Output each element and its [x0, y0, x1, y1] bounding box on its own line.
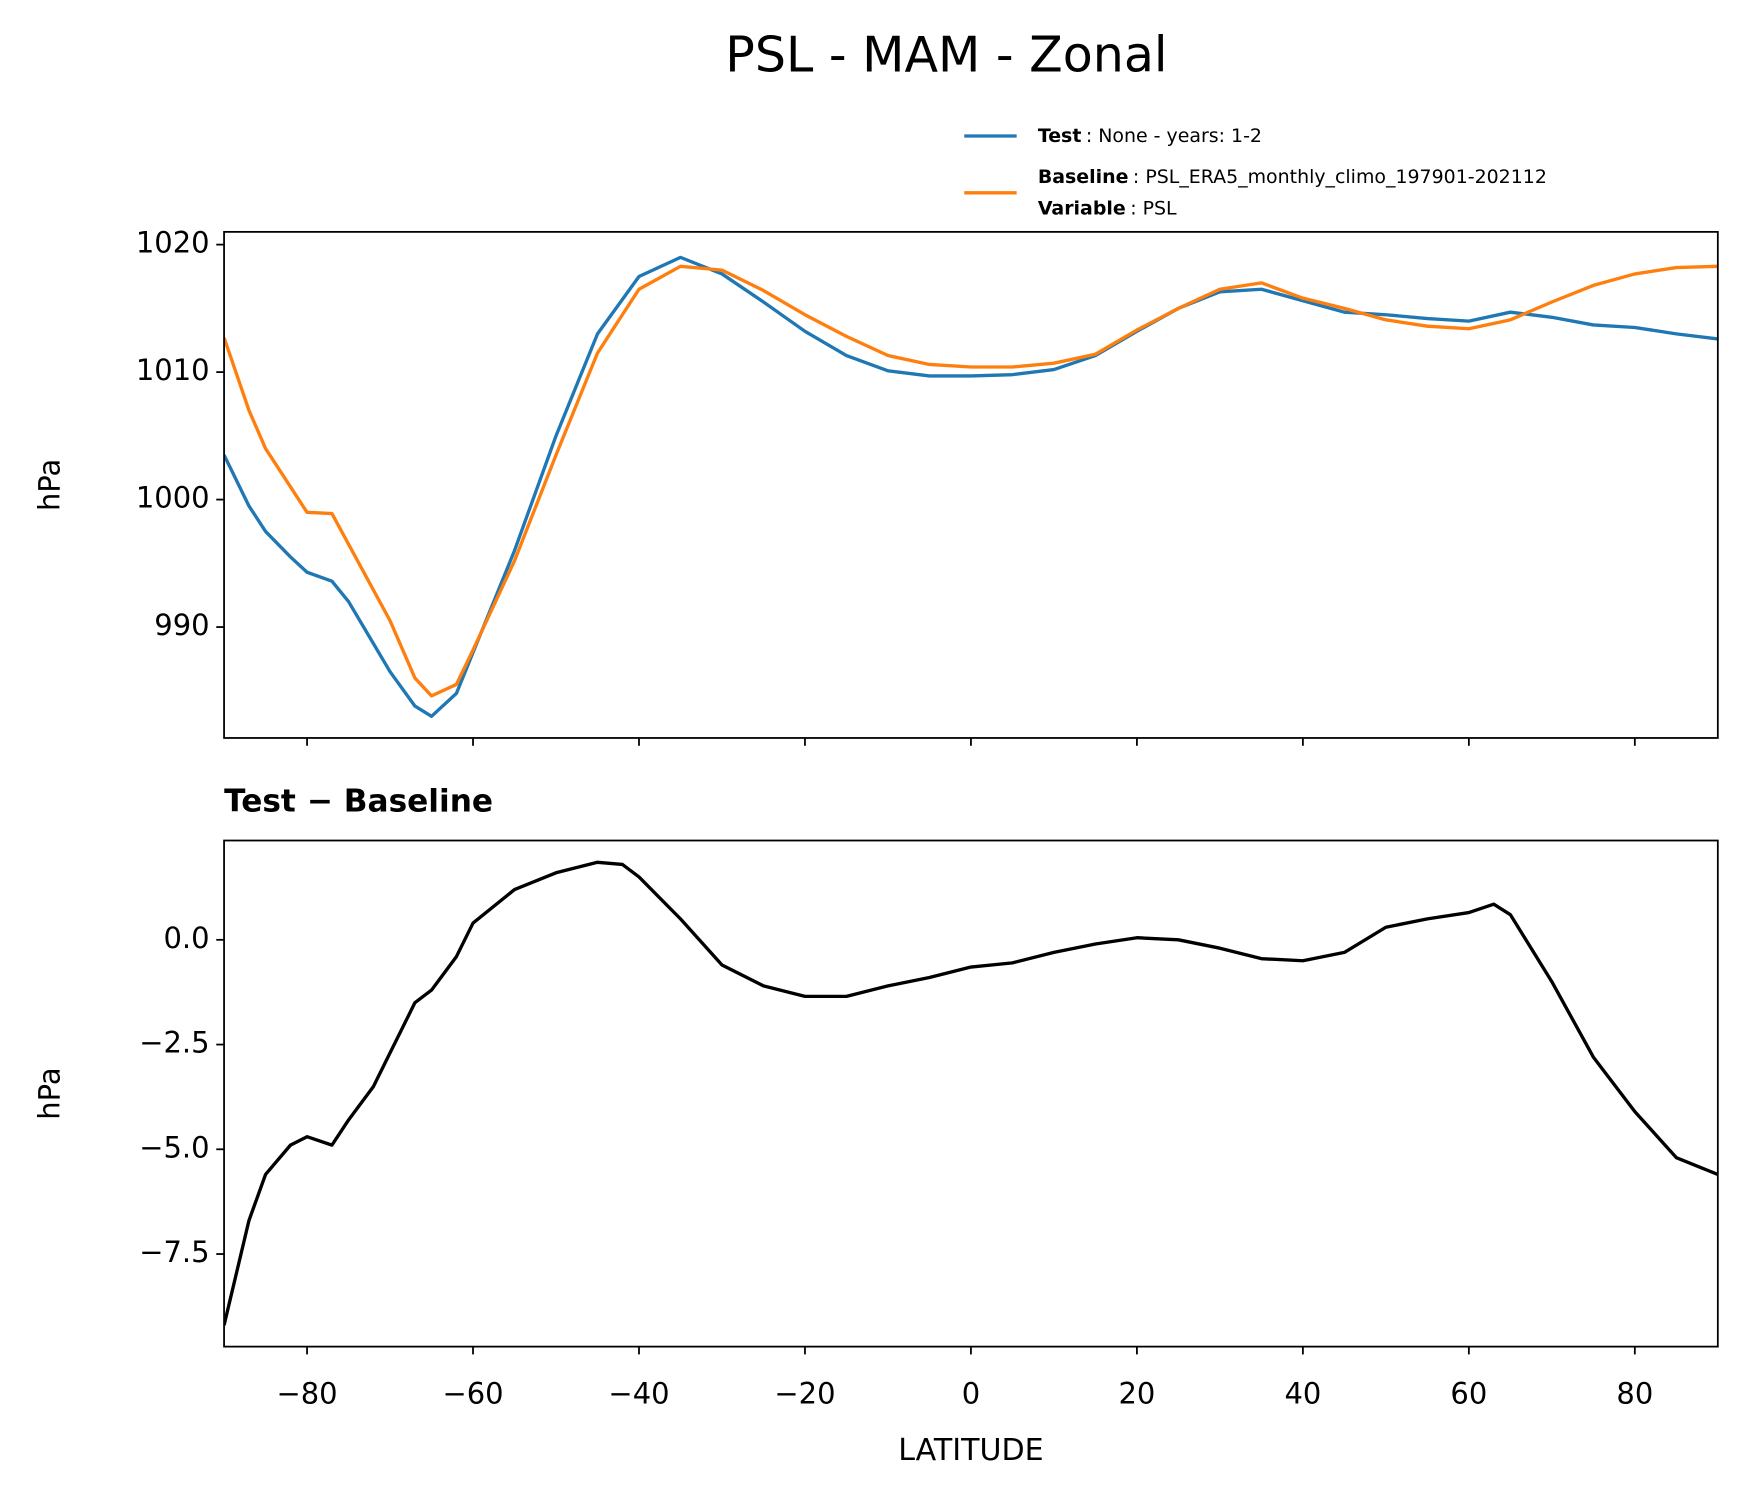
y-tick-label: −5.0 [139, 1130, 209, 1164]
x-tick-label: 60 [1450, 1377, 1487, 1411]
axes-frame [223, 230, 1719, 739]
x-axis-label: LATITUDE [898, 1433, 1044, 1468]
legend-extra-description: : PSL [1130, 197, 1177, 219]
x-tick-label: 80 [1616, 1377, 1653, 1411]
legend-extra: Variable: PSL [1038, 197, 1177, 219]
data-line [224, 264, 1718, 698]
x-tick-label: −60 [442, 1377, 503, 1411]
y-tick-label: 1000 [136, 481, 210, 515]
y-tick-label: −7.5 [139, 1235, 209, 1269]
legend-label: Baseline: PSL_ERA5_monthly_climo_197901-… [1038, 166, 1547, 188]
y-tick-label: 990 [154, 608, 209, 642]
x-tick-label: −80 [276, 1377, 337, 1411]
figure-title: PSL - MAM - Zonal [725, 25, 1167, 83]
y-axis-label: hPa [32, 459, 66, 511]
data-line [224, 860, 1718, 1326]
y-tick-label: 1010 [136, 353, 210, 387]
y-tick-label: 1020 [136, 226, 210, 260]
panel-title: Test − Baseline [224, 784, 493, 820]
y-tick-label: −2.5 [139, 1026, 209, 1060]
legend-description: : None - years: 1-2 [1086, 125, 1262, 147]
x-tick-label: −20 [774, 1377, 835, 1411]
y-tick-label: 0.0 [163, 921, 209, 955]
x-tick-label: 40 [1284, 1377, 1321, 1411]
legend-name: Baseline [1038, 166, 1129, 188]
legend-description: : PSL_ERA5_monthly_climo_197901-202112 [1133, 166, 1547, 188]
y-axis-label: hPa [32, 1067, 66, 1119]
x-tick-label: 20 [1118, 1377, 1155, 1411]
x-tick-label: −40 [608, 1377, 669, 1411]
legend-label: Test: None - years: 1-2 [1038, 125, 1262, 147]
axes-frame [223, 839, 1719, 1348]
legend-extra-name: Variable [1038, 197, 1126, 219]
x-tick-label: 0 [962, 1377, 980, 1411]
data-line [224, 255, 1718, 718]
legend-name: Test [1038, 125, 1082, 147]
